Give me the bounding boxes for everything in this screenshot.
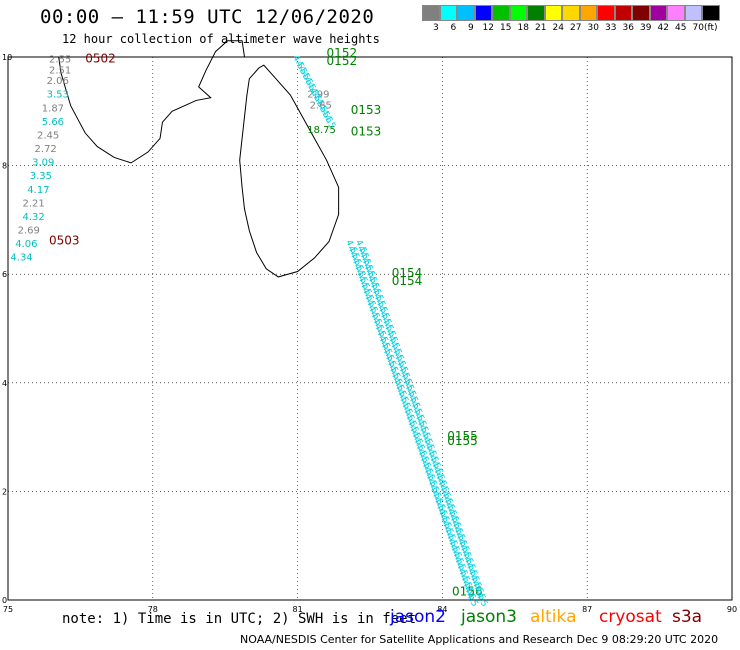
colorbar-swatch [492, 5, 510, 21]
lon-tick-label: 78 [148, 605, 158, 614]
credit-line: NOAA/NESDIS Center for Satellite Applica… [240, 633, 719, 646]
colorbar-label: 15 [500, 23, 512, 33]
wave-height-value: 2.21 [22, 198, 44, 209]
lat-tick-label: 2 [2, 487, 7, 496]
colorbar-swatch [649, 5, 667, 21]
colorbar-swatch [544, 5, 562, 21]
colorbar-swatch [579, 5, 597, 21]
lon-tick-label: 87 [582, 605, 592, 614]
lat-tick-label: 4 [2, 379, 7, 388]
colorbar-swatch [474, 5, 492, 21]
legend-jason2: jason2 [390, 607, 446, 627]
colorbar-swatch [684, 5, 702, 21]
map-title: 00:00 – 11:59 UTC 12/06/2020 [40, 6, 375, 28]
colorbar-label: 30 [587, 23, 599, 33]
colorbar-label: 21 [535, 23, 547, 33]
wave-height-value: 3.53 [47, 90, 69, 101]
track-pass-label: 0155 [447, 429, 478, 443]
colorbar-label: 36 [622, 23, 634, 33]
lon-tick-label: 75 [3, 605, 13, 614]
wave-height-value: 2.06 [47, 76, 69, 87]
colorbar-label: 9 [468, 23, 474, 33]
colorbar-swatch [439, 5, 457, 21]
track-pass-label: 0156 [452, 585, 483, 599]
track-pass-label: 0154 [392, 274, 423, 288]
colorbar-swatch [457, 5, 475, 21]
lon-tick-label: 81 [293, 605, 303, 614]
colorbar-swatch [597, 5, 615, 21]
sri-lanka-coastline [239, 64, 340, 278]
colorbar-label: 39 [640, 23, 652, 33]
colorbar-label: 12 [482, 23, 494, 33]
track-pass-label: 0502 [85, 51, 116, 65]
colorbar-swatch [527, 5, 545, 21]
track-pass-label: 0154 [392, 266, 423, 280]
lat-tick-label: 0 [2, 596, 7, 605]
track-pass-label: 0155 [447, 434, 478, 448]
wave-height-value: 4.06 [15, 239, 37, 250]
colorbar-label: 33 [605, 23, 617, 33]
map-frame [7, 56, 733, 601]
lon-tick-label: 84 [437, 605, 447, 614]
india-coastline [58, 40, 246, 164]
colorbar-label: 6 [450, 23, 457, 33]
colorbar-label: 18 [517, 23, 529, 33]
wave-height-value: 18.75 [307, 125, 336, 136]
colorbar-label: 45 [675, 23, 687, 33]
wave-height-value: 4.34 [10, 253, 32, 264]
legend-s3a: s3a [672, 607, 703, 627]
colorbar-swatch [702, 5, 720, 21]
colorbar-label: 70 [692, 23, 704, 33]
wave-height-value: 1.87 [42, 103, 64, 114]
colorbar-label: 27 [570, 23, 582, 33]
wave-height-value: 3.35 [30, 171, 52, 182]
colorbar-swatch [509, 5, 527, 21]
track-pass-label: 0153 [351, 125, 382, 139]
colorbar-swatch [422, 5, 440, 21]
lon-tick-label: 90 [727, 605, 737, 614]
colorbar-swatch [667, 5, 685, 21]
legend-altika: altika [530, 607, 577, 627]
wave-height-value: 2.45 [37, 130, 59, 141]
track-pass-label: 0152 [327, 54, 358, 68]
lat-tick-label: 10 [2, 53, 12, 62]
colorbar-label: 3 [433, 23, 439, 33]
footer-note: note: 1) Time is in UTC; 2) SWH is in fe… [62, 611, 417, 627]
colorbar-label: (ft) [704, 23, 718, 33]
legend-jason3: jason3 [461, 607, 517, 627]
wave-height-value: 2.69 [18, 225, 40, 236]
wave-height-value: 2.99 [307, 90, 329, 101]
colorbar-label: 24 [552, 23, 564, 33]
colorbar-swatch [614, 5, 632, 21]
colorbar-swatch [632, 5, 650, 21]
wave-height-value: 4.17 [27, 185, 49, 196]
wave-height-value: 5.66 [42, 117, 64, 128]
wave-height-value: 2.72 [35, 144, 57, 155]
wave-height-value: 4.32 [22, 212, 44, 223]
track-pass-label: 0153 [351, 103, 382, 117]
lat-tick-label: 6 [2, 270, 7, 279]
track-pass-label: 0503 [49, 233, 80, 247]
wave-height-value: 3.09 [32, 158, 54, 169]
wave-height-value: 2.55 [49, 54, 71, 65]
colorbar-label: 42 [657, 23, 669, 33]
wave-height-value: 2.51 [49, 65, 71, 76]
lat-tick-label: 8 [2, 162, 7, 171]
wave-height-value: 2.65 [310, 101, 332, 112]
track-pass-label: 0152 [327, 46, 358, 60]
legend-cryosat: cryosat [599, 607, 662, 627]
colorbar-swatch [562, 5, 580, 21]
map-subtitle: 12 hour collection of altimeter wave hei… [62, 32, 380, 46]
wave-height-colorbar [422, 5, 720, 21]
